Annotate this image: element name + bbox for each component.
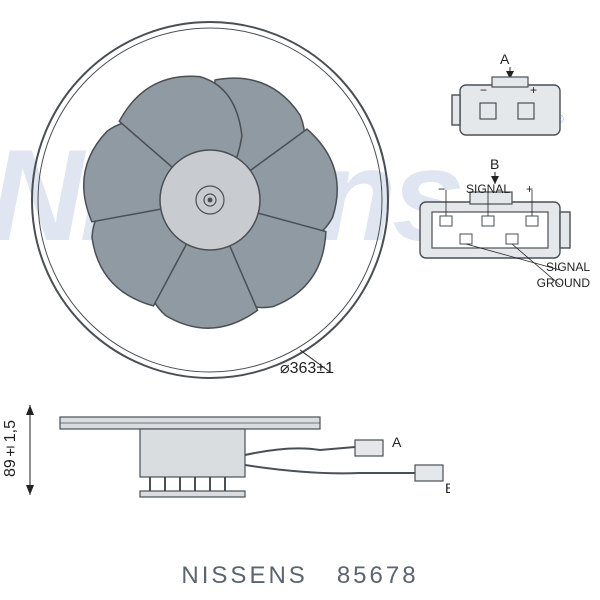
connector-b-pin2: SIGNAL bbox=[466, 182, 510, 196]
footer-part-number: 85678 bbox=[337, 562, 419, 589]
connector-b-pin5: GROUND bbox=[537, 276, 590, 290]
connector-b-pin3: + bbox=[526, 182, 533, 196]
connector-a-pin-plus: + bbox=[530, 83, 537, 97]
connector-a-pin-minus: − bbox=[480, 83, 487, 97]
fan-front-view bbox=[30, 20, 390, 380]
page: Nissens ® bbox=[0, 0, 600, 600]
connector-b-pin1: − bbox=[438, 182, 445, 196]
connector-a-label: A bbox=[500, 51, 509, 67]
connector-b-pin4: SIGNAL bbox=[546, 260, 590, 274]
height-dimension: 89±1,5 bbox=[2, 420, 20, 477]
connector-b-label: B bbox=[490, 156, 499, 172]
svg-text:B: B bbox=[445, 480, 450, 496]
footer: NISSENS 85678 bbox=[0, 562, 600, 590]
svg-text:A: A bbox=[392, 434, 402, 450]
connector-a-diagram: A − + bbox=[440, 55, 580, 145]
connector-b-diagram: B − SIGNAL + SIGNAL GROUND bbox=[410, 160, 580, 300]
fan-side-view: A B bbox=[20, 395, 450, 515]
footer-brand: NISSENS bbox=[181, 562, 307, 589]
diameter-dimension: ⌀363±1 bbox=[280, 358, 334, 378]
